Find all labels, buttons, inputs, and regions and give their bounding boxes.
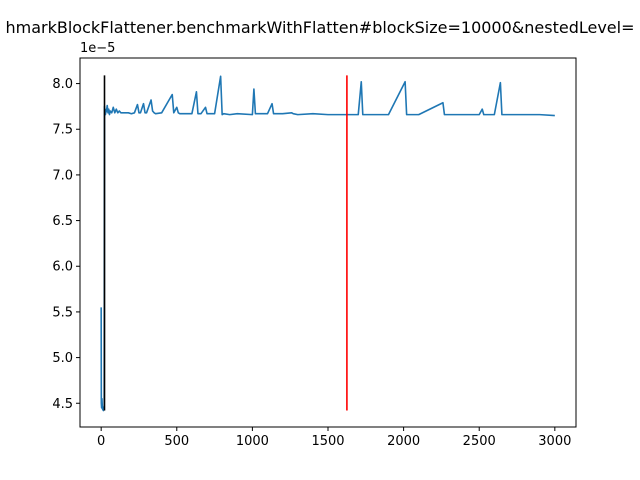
y-tick-label: 5.0: [52, 351, 73, 366]
x-tick-label: 1500: [311, 434, 344, 449]
x-tick-label: 3000: [538, 434, 571, 449]
y-tick-label: 5.5: [52, 305, 73, 320]
x-tick-label: 2000: [387, 434, 420, 449]
x-tick-label: 2500: [463, 434, 496, 449]
series-line-0: [100, 75, 555, 412]
y-tick-label: 4.5: [52, 397, 73, 412]
x-tick-label: 0: [97, 434, 105, 449]
plot-area: [100, 75, 555, 412]
y-tick-label: 6.5: [52, 214, 73, 229]
plot-frame: [79, 57, 577, 428]
y-offset-label: 1e−5: [80, 41, 115, 56]
x-tick-label: 1000: [236, 434, 269, 449]
y-tick-label: 8.0: [52, 77, 73, 92]
y-tick-label: 7.0: [52, 168, 73, 183]
chart-title: hmarkBlockFlattener.benchmarkWithFlatten…: [5, 18, 634, 37]
y-tick-label: 6.0: [52, 260, 73, 275]
y-tick-label: 7.5: [52, 123, 73, 138]
x-tick-label: 500: [164, 434, 189, 449]
axes: 0 500 1000 1500 2000 2500 3000 4.5 5.0 5.5 6.0 6.5 7…: [52, 77, 571, 449]
